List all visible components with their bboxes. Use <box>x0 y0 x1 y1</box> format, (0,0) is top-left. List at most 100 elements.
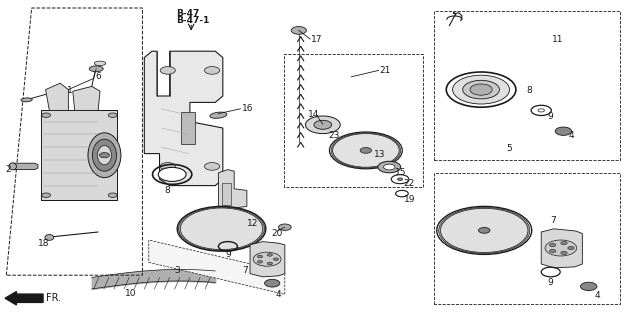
Text: 4: 4 <box>595 292 601 300</box>
Text: B-47-1: B-47-1 <box>176 16 210 25</box>
Circle shape <box>258 255 263 258</box>
Ellipse shape <box>21 98 32 102</box>
Polygon shape <box>144 51 223 186</box>
Ellipse shape <box>458 217 511 244</box>
Circle shape <box>568 246 574 250</box>
Circle shape <box>267 262 272 265</box>
Circle shape <box>160 67 175 74</box>
Text: 1: 1 <box>66 86 72 95</box>
Ellipse shape <box>441 208 528 252</box>
Polygon shape <box>250 242 285 277</box>
Ellipse shape <box>88 133 121 178</box>
Ellipse shape <box>199 217 244 240</box>
Circle shape <box>279 224 291 230</box>
Text: 17: 17 <box>311 36 323 44</box>
Ellipse shape <box>333 133 399 167</box>
Text: 20: 20 <box>271 229 282 238</box>
Ellipse shape <box>398 178 403 180</box>
Text: 5: 5 <box>506 144 512 153</box>
Text: 2: 2 <box>5 165 11 174</box>
Circle shape <box>549 249 556 252</box>
Text: FR.: FR. <box>46 293 61 303</box>
Text: B-47: B-47 <box>176 9 199 18</box>
Ellipse shape <box>94 61 106 66</box>
Text: 15: 15 <box>395 168 406 177</box>
Text: 9: 9 <box>225 250 231 259</box>
Ellipse shape <box>470 84 492 95</box>
Ellipse shape <box>314 120 332 129</box>
Text: 3: 3 <box>174 266 180 275</box>
Text: 9: 9 <box>548 278 554 287</box>
Polygon shape <box>218 170 247 222</box>
Ellipse shape <box>463 220 505 241</box>
Text: 11: 11 <box>552 35 563 44</box>
Ellipse shape <box>445 211 523 250</box>
Circle shape <box>108 193 117 197</box>
Circle shape <box>549 244 556 247</box>
Ellipse shape <box>9 163 16 170</box>
Circle shape <box>555 127 572 135</box>
Text: 21: 21 <box>380 66 391 75</box>
Text: 10: 10 <box>125 289 137 298</box>
Ellipse shape <box>336 135 396 165</box>
Ellipse shape <box>184 210 260 248</box>
Ellipse shape <box>89 66 103 72</box>
Ellipse shape <box>331 133 401 168</box>
Text: 4: 4 <box>275 290 281 299</box>
Polygon shape <box>41 110 117 200</box>
Polygon shape <box>13 163 38 170</box>
Circle shape <box>204 163 220 170</box>
Text: 9: 9 <box>547 112 553 121</box>
Ellipse shape <box>215 226 228 232</box>
Ellipse shape <box>179 207 265 251</box>
FancyArrow shape <box>5 292 43 305</box>
Text: 18: 18 <box>38 239 49 248</box>
Circle shape <box>258 260 263 263</box>
Polygon shape <box>73 86 100 110</box>
Circle shape <box>265 279 280 287</box>
Ellipse shape <box>351 143 380 158</box>
Ellipse shape <box>204 220 239 238</box>
Circle shape <box>561 242 567 245</box>
Ellipse shape <box>538 109 544 112</box>
Ellipse shape <box>158 167 186 181</box>
Text: 8: 8 <box>165 186 171 195</box>
Circle shape <box>273 258 279 260</box>
Ellipse shape <box>341 138 391 163</box>
Ellipse shape <box>45 235 54 240</box>
Text: 12: 12 <box>247 220 258 228</box>
Ellipse shape <box>97 146 111 165</box>
Circle shape <box>42 113 51 117</box>
Ellipse shape <box>479 228 490 233</box>
Ellipse shape <box>360 148 372 153</box>
Ellipse shape <box>453 75 510 104</box>
Circle shape <box>267 254 272 256</box>
Circle shape <box>291 27 306 34</box>
Ellipse shape <box>189 212 254 245</box>
Ellipse shape <box>306 116 340 134</box>
Bar <box>222 183 231 205</box>
Ellipse shape <box>384 164 395 170</box>
Text: 22: 22 <box>404 180 415 188</box>
Circle shape <box>160 163 175 170</box>
Circle shape <box>561 251 567 254</box>
Polygon shape <box>149 240 285 294</box>
Circle shape <box>42 193 51 197</box>
Text: 14: 14 <box>308 110 319 119</box>
Polygon shape <box>541 229 582 268</box>
Circle shape <box>253 252 281 266</box>
Text: 6: 6 <box>95 72 101 81</box>
Text: 8: 8 <box>527 86 532 95</box>
Circle shape <box>580 282 597 291</box>
Circle shape <box>204 67 220 74</box>
Text: 23: 23 <box>329 131 340 140</box>
Text: 19: 19 <box>404 195 415 204</box>
Ellipse shape <box>451 214 517 247</box>
Ellipse shape <box>210 112 227 118</box>
Ellipse shape <box>180 208 263 250</box>
Text: 7: 7 <box>549 216 556 225</box>
Text: 16: 16 <box>242 104 253 113</box>
Circle shape <box>99 153 110 158</box>
Ellipse shape <box>92 139 116 171</box>
Circle shape <box>108 113 117 117</box>
